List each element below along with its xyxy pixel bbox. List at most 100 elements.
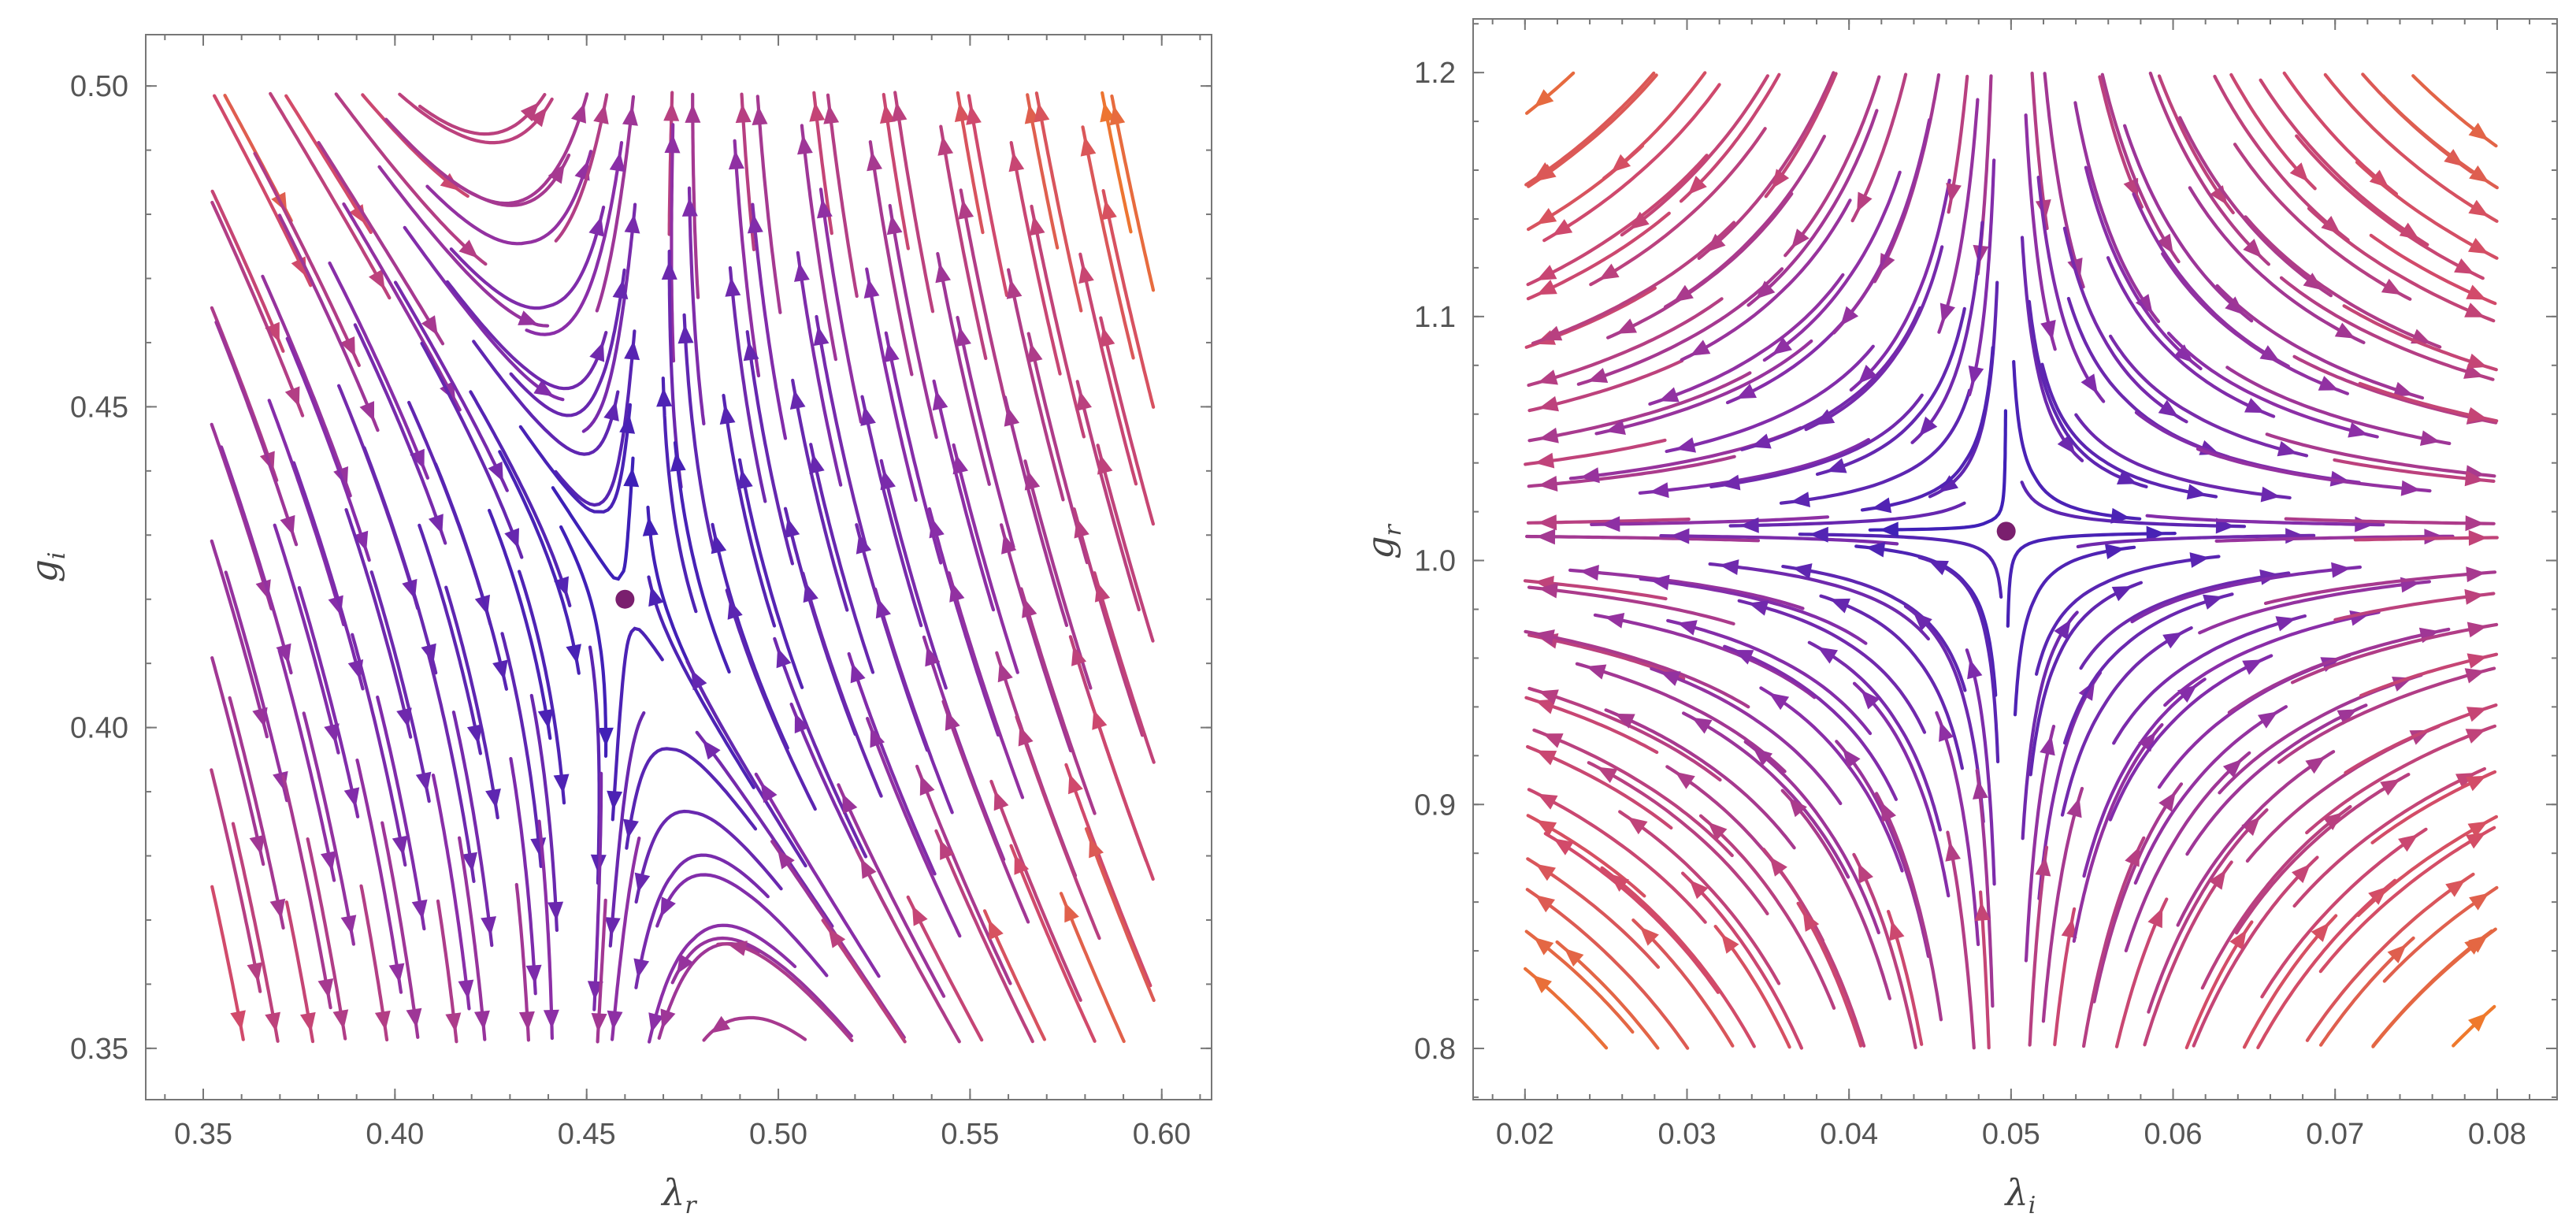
right-panel: 0.02 0.03 0.04 0.05 0.06 0.07 0.08 0.8 0.9 1.0 1.1… xyxy=(1359,18,2558,1219)
right-stream-arrow xyxy=(2146,525,2166,542)
right-stream-arrow xyxy=(1750,433,1772,449)
right-stream-line xyxy=(2024,113,2057,351)
right-stream-line xyxy=(1600,866,1756,1048)
right-stream-arrow xyxy=(1609,874,1629,892)
left-stream-arrow xyxy=(415,771,432,792)
left-stream-line xyxy=(847,651,937,876)
right-stream-arrow xyxy=(1913,611,1932,631)
right-stream-arrow xyxy=(1611,154,1631,173)
left-stream-arrow xyxy=(1094,581,1111,603)
left-stream-line xyxy=(1101,189,1156,409)
left-stream-line xyxy=(267,399,346,626)
left-stream-line xyxy=(860,395,923,628)
left-stream-line xyxy=(525,141,624,336)
left-stream-arrow xyxy=(850,662,866,684)
right-stream-arrow xyxy=(2258,711,2278,729)
left-y-tick-label: 0.50 xyxy=(70,70,128,103)
left-stream-arrow xyxy=(1008,151,1025,173)
left-x-tick-label: 0.50 xyxy=(749,1118,807,1151)
left-stream-line xyxy=(745,330,794,566)
right-x-tick-label: 0.03 xyxy=(1658,1118,1717,1151)
left-stream-arrow xyxy=(529,107,547,128)
left-stream-arrow xyxy=(421,315,438,336)
right-stream-line xyxy=(2371,927,2497,1048)
right-stream-arrow xyxy=(2387,944,2407,963)
right-stream-arrow xyxy=(2466,284,2487,300)
left-stream-line xyxy=(755,95,782,314)
right-stream-arrow xyxy=(2292,863,2311,884)
left-stream-line xyxy=(581,202,637,433)
right-stream-arrow xyxy=(2054,619,2071,640)
right-stream-arrow xyxy=(2420,430,2441,446)
right-stream-arrow xyxy=(1673,284,1694,302)
left-stream-line xyxy=(796,250,843,487)
right-stream-arrow xyxy=(1586,664,1607,680)
left-stream-line xyxy=(529,693,559,933)
right-stream-line xyxy=(1664,135,1826,309)
left-stream-line xyxy=(210,200,305,417)
right-stream-arrow xyxy=(1536,208,1557,225)
left-stream-arrow xyxy=(728,150,744,170)
right-stream-line xyxy=(1819,594,1964,770)
left-stream-arrow xyxy=(952,454,968,475)
left-stream-arrow xyxy=(462,852,477,872)
right-stream-arrow xyxy=(1861,690,1880,710)
right-y-tick-label: 1.0 xyxy=(1414,545,1456,578)
left-stream-line xyxy=(818,187,863,424)
right-stream-line xyxy=(1781,565,1967,692)
right-stream-line xyxy=(2305,872,2475,1042)
left-stream-arrow xyxy=(725,276,741,297)
left-stream-line xyxy=(306,837,347,1041)
left-stream-line xyxy=(224,570,289,803)
right-stream-line xyxy=(2290,622,2499,685)
right-stream-line xyxy=(2130,565,2362,624)
right-stream-arrow xyxy=(2318,376,2339,391)
right-stream-arrow xyxy=(1689,880,1709,900)
right-stream-line xyxy=(1835,740,1930,959)
right-stream-line xyxy=(2265,432,2496,478)
left-stream-arrow xyxy=(1064,902,1079,923)
right-stream-arrow xyxy=(1840,306,1859,326)
right-stream-arrow xyxy=(2468,934,2489,953)
left-stream-line xyxy=(210,656,265,866)
left-stream-line xyxy=(509,268,626,417)
right-stream-arrow xyxy=(1879,521,1899,538)
right-stream-arrow xyxy=(1676,437,1696,453)
left-stream-line xyxy=(893,91,935,314)
right-stream-arrow xyxy=(1552,219,1573,236)
right-stream-line xyxy=(1604,708,1796,850)
left-stream-arrow xyxy=(284,386,300,407)
left-stream-arrow xyxy=(789,389,806,410)
right-stream-line xyxy=(2076,533,2316,549)
right-stream-arrow xyxy=(1772,337,1792,355)
right-stream-arrow xyxy=(2241,816,2260,837)
left-stream-arrow xyxy=(374,1010,391,1031)
right-y-tick-label: 1.1 xyxy=(1414,301,1456,334)
right-stream-line xyxy=(2074,413,2292,499)
right-stream-arrow xyxy=(1889,920,1905,941)
left-stream-arrow xyxy=(623,467,640,488)
right-stream-arrow xyxy=(1968,366,1984,386)
left-stream-arrow xyxy=(660,896,676,918)
right-stream-arrow xyxy=(2242,659,2263,675)
left-stream-arrow xyxy=(1097,454,1113,475)
right-stream-arrow xyxy=(1532,974,1552,993)
right-stream-arrow xyxy=(2469,892,2489,911)
left-stream-arrow xyxy=(660,1008,676,1030)
right-stream-arrow xyxy=(2464,668,2485,684)
left-stream-line xyxy=(773,636,868,859)
right-stream-arrow xyxy=(1720,474,1741,491)
left-stream-arrow xyxy=(321,851,336,871)
left-stream-line xyxy=(809,443,875,674)
left-stream-arrow xyxy=(1074,518,1089,539)
left-stream-arrow xyxy=(1014,854,1030,875)
right-stream-arrow xyxy=(1639,926,1659,946)
left-stream-line xyxy=(1015,715,1101,941)
left-stream-arrow xyxy=(1001,533,1017,555)
right-stream-line xyxy=(1587,761,1769,915)
right-stream-arrow xyxy=(2111,586,2132,602)
left-stream-arrow xyxy=(624,213,640,234)
left-stream-line xyxy=(936,251,991,486)
right-stream-lines xyxy=(1523,71,2499,1050)
left-stream-arrow xyxy=(612,279,629,299)
